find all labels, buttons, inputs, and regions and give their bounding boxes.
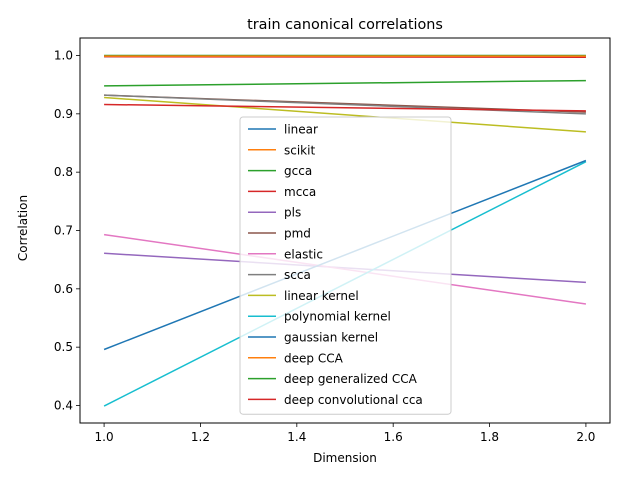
legend-label: pls bbox=[284, 206, 301, 220]
legend-item: linear kernel bbox=[248, 289, 359, 303]
y-tick-label: 1.0 bbox=[54, 49, 73, 63]
legend-item: scikit bbox=[248, 143, 315, 157]
legend-label: deep convolutional cca bbox=[284, 393, 423, 407]
legend-item: deep convolutional cca bbox=[248, 393, 423, 407]
y-tick-label: 0.7 bbox=[54, 224, 73, 238]
legend-item: pls bbox=[248, 206, 301, 220]
x-tick-label: 1.0 bbox=[95, 430, 114, 444]
legend-label: scikit bbox=[284, 143, 315, 157]
y-tick-label: 0.4 bbox=[54, 399, 73, 413]
legend-label: linear bbox=[284, 123, 318, 137]
legend-box bbox=[239, 116, 452, 415]
legend-item: scca bbox=[248, 268, 311, 282]
legend-label: deep generalized CCA bbox=[284, 372, 418, 386]
y-tick-label: 0.8 bbox=[54, 165, 73, 179]
plot-frame bbox=[79, 37, 611, 424]
x-tick-label: 1.8 bbox=[480, 430, 499, 444]
legend-item: gaussian kernel bbox=[248, 331, 378, 345]
legend-label: scca bbox=[284, 268, 311, 282]
series-line-9 bbox=[104, 96, 586, 133]
legend-item: gcca bbox=[248, 164, 312, 178]
y-axis-label: Correlation bbox=[16, 195, 30, 261]
x-tick-label: 1.4 bbox=[287, 430, 306, 444]
legend-label: pmd bbox=[284, 227, 311, 241]
legend-item: polynomial kernel bbox=[248, 310, 391, 324]
legend-item: deep generalized CCA bbox=[248, 372, 418, 386]
y-tick-label: 0.6 bbox=[54, 282, 73, 296]
legend-label: elastic bbox=[284, 247, 323, 261]
x-tick-label: 1.6 bbox=[384, 430, 403, 444]
y-tick-label: 0.9 bbox=[54, 107, 73, 121]
series-line-8 bbox=[104, 94, 586, 115]
x-axis-ticks: 1.0 1.2 1.4 1.6 1.8 2.0 bbox=[95, 423, 595, 444]
y-axis-ticks: 0.4 0.5 0.6 0.7 0.8 0.9 1.0 bbox=[54, 49, 80, 413]
legend-label: mcca bbox=[284, 185, 316, 199]
legend-label: polynomial kernel bbox=[284, 310, 391, 324]
series-lines bbox=[103, 54, 587, 407]
x-axis-label: Dimension bbox=[313, 451, 377, 465]
legend-label: gcca bbox=[284, 164, 312, 178]
x-tick-label: 1.2 bbox=[191, 430, 210, 444]
x-tick-label: 2.0 bbox=[576, 430, 595, 444]
series-line-14 bbox=[104, 103, 586, 112]
legend-item: mcca bbox=[248, 185, 316, 199]
legend-label: linear kernel bbox=[284, 289, 359, 303]
legend-label: deep CCA bbox=[284, 351, 344, 365]
y-tick-label: 0.5 bbox=[54, 340, 73, 354]
legend-item: deep CCA bbox=[248, 351, 344, 365]
series-line-13 bbox=[104, 79, 586, 87]
legend-item: linear bbox=[248, 123, 318, 137]
legend-item: pmd bbox=[248, 227, 311, 241]
chart-title: train canonical correlations bbox=[247, 17, 443, 33]
legend-item: elastic bbox=[248, 247, 323, 261]
legend-label: gaussian kernel bbox=[284, 331, 378, 345]
legend: linear scikit gcca mcca pls pmd elastic scca lin… bbox=[239, 116, 452, 415]
